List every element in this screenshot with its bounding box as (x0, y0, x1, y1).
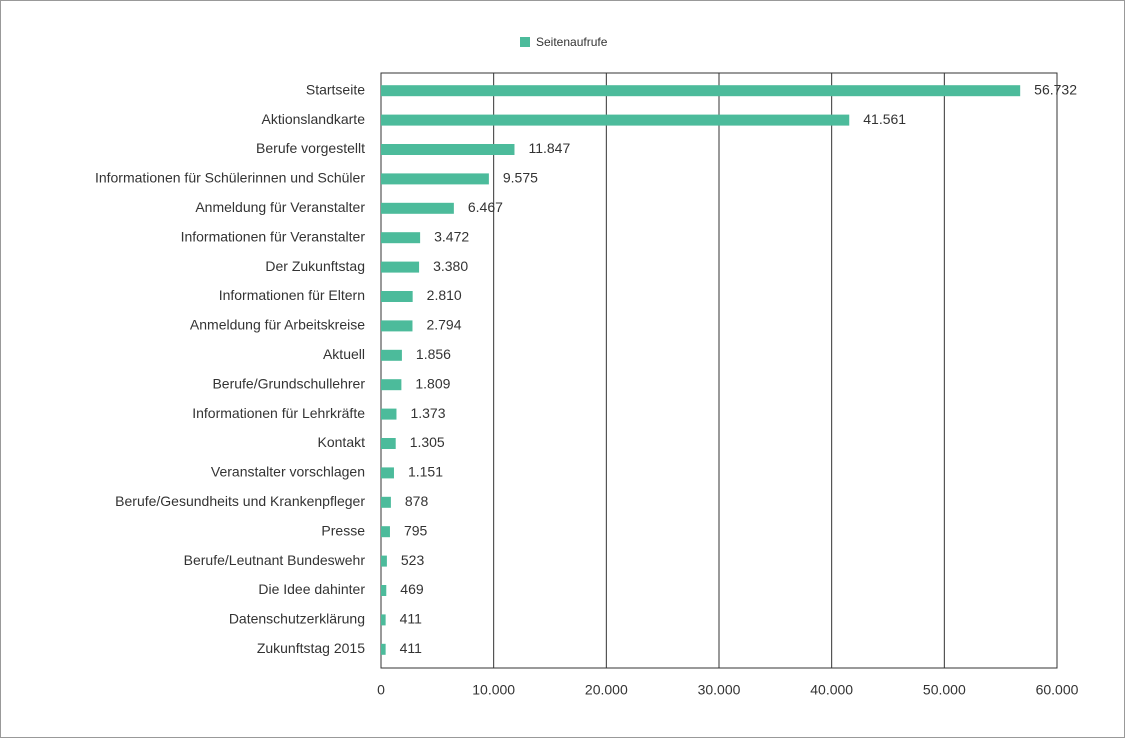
y-tick-label: Presse (321, 522, 365, 538)
bar (381, 526, 390, 538)
x-tick-label: 10.000 (472, 682, 515, 698)
y-tick-label: Die Idee dahinter (258, 581, 365, 597)
y-tick-label: Informationen für Eltern (219, 287, 365, 303)
y-tick-label: Anmeldung für Arbeitskreise (190, 317, 365, 333)
y-tick-label: Zukunftstag 2015 (257, 640, 365, 656)
bar (381, 232, 421, 244)
data-label: 2.810 (427, 287, 462, 303)
x-tick-label: 40.000 (810, 682, 853, 698)
bar (381, 438, 396, 449)
bar (381, 144, 515, 155)
bar (381, 643, 386, 655)
data-label: 2.794 (426, 317, 461, 333)
y-tick-label: Berufe/Gesundheits und Krankenpfleger (115, 493, 365, 509)
x-tick-label: 30.000 (698, 682, 741, 698)
bar (381, 585, 387, 596)
y-tick-label: Berufe/Leutnant Bundeswehr (184, 552, 366, 568)
data-label: 523 (401, 552, 425, 568)
data-label: 1.373 (410, 405, 445, 421)
y-tick-label: Aktionslandkarte (261, 111, 365, 127)
bar (381, 320, 413, 332)
data-label: 411 (400, 611, 423, 627)
data-label: 3.380 (433, 258, 468, 274)
y-tick-label: Anmeldung für Veranstalter (195, 199, 365, 215)
data-label: 41.561 (863, 111, 906, 127)
data-label: 878 (405, 493, 429, 509)
x-tick-label: 0 (377, 682, 385, 698)
x-tick-label: 50.000 (923, 682, 966, 698)
y-tick-label: Informationen für Lehrkräfte (192, 405, 365, 421)
y-tick-label: Kontakt (318, 434, 366, 450)
data-label: 1.856 (416, 346, 451, 362)
bar (381, 85, 1021, 97)
bar (381, 291, 413, 302)
bar (381, 408, 397, 420)
data-label: 3.472 (434, 228, 469, 244)
y-tick-label: Der Zukunftstag (265, 258, 365, 274)
bar (381, 614, 386, 626)
data-label: 795 (404, 522, 428, 538)
y-tick-label: Startseite (306, 81, 365, 97)
y-tick-label: Datenschutzerklärung (229, 611, 365, 627)
bar (381, 202, 454, 214)
bar (381, 114, 850, 126)
bar (381, 467, 394, 479)
bar (381, 379, 402, 391)
data-label: 11.847 (528, 140, 570, 156)
y-tick-label: Informationen für Veranstalter (181, 228, 366, 244)
legend-label: Seitenaufrufe (536, 35, 608, 49)
y-tick-label: Aktuell (323, 346, 365, 362)
y-tick-label: Berufe vorgestellt (256, 140, 365, 156)
data-label: 469 (400, 581, 424, 597)
y-tick-label: Veranstalter vorschlagen (211, 464, 365, 480)
data-label: 1.809 (415, 375, 450, 391)
legend-swatch (520, 37, 530, 47)
y-tick-label: Berufe/Grundschullehrer (212, 375, 365, 391)
data-label: 1.151 (408, 464, 443, 480)
data-label: 6.467 (468, 199, 503, 215)
y-tick-label: Informationen für Schülerinnen und Schül… (95, 170, 365, 186)
data-label: 9.575 (503, 170, 538, 186)
bar (381, 555, 387, 567)
bar (381, 261, 420, 273)
bar (381, 496, 391, 508)
data-label: 1.305 (410, 434, 445, 450)
data-label: 56.732 (1034, 81, 1077, 97)
x-tick-label: 20.000 (585, 682, 628, 698)
bar (381, 349, 402, 361)
data-label: 411 (400, 640, 423, 656)
x-tick-label: 60.000 (1036, 682, 1079, 698)
bar (381, 173, 489, 185)
